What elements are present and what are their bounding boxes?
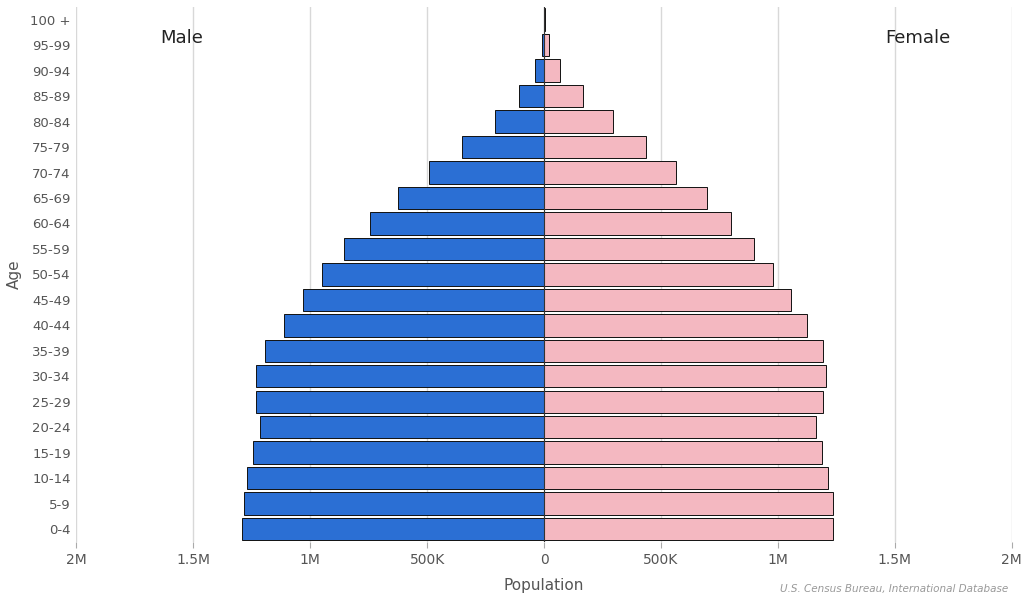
Bar [544, 340, 823, 362]
Bar [544, 136, 646, 158]
Bar [544, 467, 828, 490]
Text: U.S. Census Bureau, International Database: U.S. Census Bureau, International Databa… [780, 584, 1008, 594]
Bar [322, 263, 544, 286]
Bar [398, 187, 544, 209]
Bar [544, 187, 707, 209]
Bar [243, 518, 544, 541]
Bar [544, 263, 773, 286]
Y-axis label: Age: Age [7, 260, 22, 289]
Bar [541, 34, 544, 56]
Bar [544, 85, 582, 107]
Bar [462, 136, 544, 158]
Bar [535, 59, 544, 82]
Bar [544, 391, 823, 413]
Bar [247, 467, 544, 490]
Bar [344, 238, 544, 260]
Bar [244, 493, 544, 515]
Bar [256, 365, 544, 388]
Bar [284, 314, 544, 337]
Bar [495, 110, 544, 133]
Bar [544, 34, 548, 56]
Bar [544, 110, 613, 133]
Bar [544, 314, 807, 337]
X-axis label: Population: Population [504, 578, 584, 593]
Bar [304, 289, 544, 311]
Bar [256, 391, 544, 413]
Bar [544, 8, 545, 31]
Bar [544, 493, 832, 515]
Bar [260, 416, 544, 439]
Bar [369, 212, 544, 235]
Bar [544, 442, 822, 464]
Bar [544, 365, 826, 388]
Bar [544, 238, 754, 260]
Text: Male: Male [161, 29, 203, 47]
Bar [544, 289, 790, 311]
Bar [544, 416, 816, 439]
Bar [520, 85, 544, 107]
Bar [544, 161, 676, 184]
Bar [544, 212, 731, 235]
Bar [253, 442, 544, 464]
Bar [544, 518, 832, 541]
Text: Female: Female [886, 29, 951, 47]
Bar [264, 340, 544, 362]
Bar [544, 59, 560, 82]
Bar [429, 161, 544, 184]
